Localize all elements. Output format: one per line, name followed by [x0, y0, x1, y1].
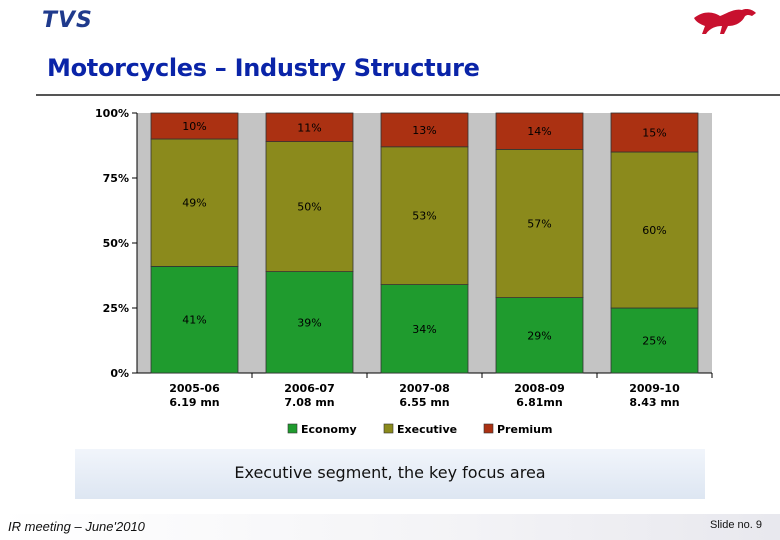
- data-label: 53%: [412, 210, 436, 223]
- data-label: 57%: [527, 218, 551, 231]
- data-label: 39%: [297, 316, 321, 329]
- y-tick-label: 75%: [103, 172, 129, 185]
- bar-executive: [610, 151, 699, 309]
- x-tick-sublabel: 8.43 mn: [629, 396, 679, 409]
- data-label: 34%: [412, 323, 436, 336]
- data-label: 50%: [297, 201, 321, 214]
- tvs-logo: TVS: [42, 8, 93, 33]
- title-divider: [36, 94, 780, 96]
- x-tick-label: 2008-09: [514, 382, 565, 395]
- y-tick-label: 25%: [103, 302, 129, 315]
- data-label: 10%: [182, 120, 206, 133]
- bar-economy: [610, 307, 699, 374]
- x-tick-label: 2005-06: [169, 382, 220, 395]
- legend-label: Executive: [397, 423, 457, 436]
- bar-premium: [265, 112, 354, 143]
- bar-premium: [495, 112, 584, 150]
- y-tick-label: 100%: [95, 107, 129, 120]
- legend-swatch-premium: [483, 423, 494, 434]
- data-label: 11%: [297, 121, 321, 134]
- data-label: 25%: [642, 335, 666, 348]
- legend-swatch-executive: [383, 423, 394, 434]
- bar-economy: [380, 284, 469, 374]
- footer-slide-number: Slide no. 9: [710, 519, 762, 531]
- data-label: 13%: [412, 124, 436, 137]
- horse-icon: [694, 9, 756, 34]
- x-tick-sublabel: 6.19 mn: [169, 396, 219, 409]
- data-label: 41%: [182, 314, 206, 327]
- x-tick-label: 2007-08: [399, 382, 450, 395]
- bar-executive: [265, 141, 354, 272]
- data-label: 49%: [182, 197, 206, 210]
- y-tick-label: 50%: [103, 237, 129, 250]
- x-tick-label: 2006-07: [284, 382, 335, 395]
- bar-economy: [150, 265, 239, 374]
- data-label: 60%: [642, 224, 666, 237]
- bar-executive: [150, 138, 239, 267]
- page-title: Motorcycles – Industry Structure: [47, 54, 480, 82]
- footer-bar: [0, 514, 780, 540]
- data-label: 15%: [642, 127, 666, 140]
- footer-meeting-label: IR meeting – June'2010: [8, 519, 145, 534]
- legend-label: Premium: [497, 423, 552, 436]
- bar-premium: [380, 112, 469, 148]
- bar-premium: [150, 112, 239, 140]
- stacked-bar-chart: 0% 25% 50% 75% 100% 41% 49% 10% 2005-066.19 mn 39…: [95, 107, 713, 436]
- legend-swatch-economy: [287, 423, 298, 434]
- x-tick-sublabel: 7.08 mn: [284, 396, 334, 409]
- x-tick-sublabel: 6.55 mn: [399, 396, 449, 409]
- bar-premium: [610, 112, 699, 153]
- legend-label: Economy: [301, 423, 357, 436]
- caption-box: [75, 449, 705, 499]
- bar-economy: [495, 297, 584, 374]
- x-tick-sublabel: 6.81mn: [516, 396, 562, 409]
- caption-text: Executive segment, the key focus area: [234, 463, 546, 482]
- x-tick-label: 2009-10: [629, 382, 680, 395]
- data-label: 14%: [527, 125, 551, 138]
- data-label: 29%: [527, 329, 551, 342]
- bar-executive: [380, 146, 469, 286]
- bar-executive: [495, 149, 584, 298]
- y-tick-label: 0%: [110, 367, 129, 380]
